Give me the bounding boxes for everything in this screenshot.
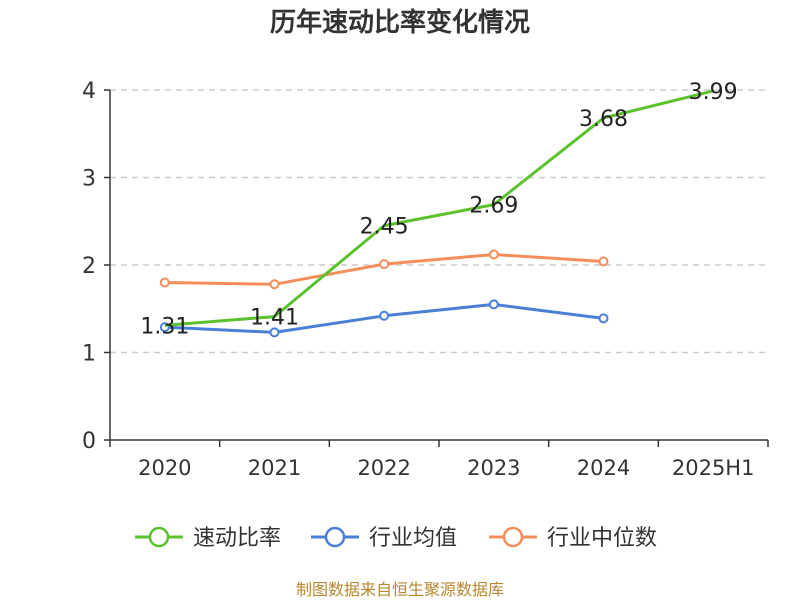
data-label: 2.45	[360, 215, 409, 240]
gridlines	[110, 89, 768, 354]
axes: 0 1 2 3 4 2020 2021 2022 2023 2024 2025H1	[82, 79, 769, 480]
legend-marker	[324, 526, 346, 548]
y-tick-label: 1	[82, 342, 96, 367]
series-line-0	[164, 89, 714, 327]
series-point	[598, 313, 609, 324]
series-point	[269, 279, 280, 290]
data-label: 3.99	[689, 80, 738, 105]
series-point	[379, 259, 390, 270]
series-layer	[159, 89, 714, 338]
data-label: 2.69	[469, 194, 518, 219]
series-point	[488, 299, 499, 310]
data-label: 1.41	[250, 306, 299, 331]
y-tick-label: 3	[82, 167, 96, 192]
series-point	[159, 277, 170, 288]
x-tick-label: 2023	[467, 456, 520, 480]
legend-label: 行业中位数	[547, 526, 657, 551]
legend[interactable]: 速动比率 行业均值 行业中位数	[135, 526, 657, 551]
y-tick-label: 0	[82, 429, 96, 454]
x-tick-label: 2022	[357, 456, 410, 480]
series-point	[269, 327, 280, 338]
x-tick-label: 2020	[138, 456, 191, 480]
legend-label: 速动比率	[193, 526, 281, 551]
data-label: 3.68	[579, 107, 628, 132]
series-line-2	[164, 253, 604, 286]
x-tick-label: 2024	[577, 456, 630, 480]
legend-item-2[interactable]: 行业中位数	[489, 526, 657, 551]
x-tick-label: 2021	[248, 456, 301, 480]
series-point	[488, 249, 499, 260]
data-label: 1.31	[140, 314, 189, 339]
legend-label: 行业均值	[369, 526, 457, 551]
y-tick-label: 4	[82, 79, 96, 104]
legend-item-0[interactable]: 速动比率	[135, 526, 281, 551]
legend-marker	[148, 526, 170, 548]
legend-item-1[interactable]: 行业均值	[311, 526, 457, 551]
data-labels: 1.31 1.41 2.45 2.69 3.68 3.99	[140, 80, 737, 340]
chart-title: 历年速动比率变化情况	[270, 7, 530, 38]
x-tick-label: 2025H1	[672, 456, 755, 480]
series-point	[598, 256, 609, 267]
y-tick-label: 2	[82, 254, 96, 279]
source-note: 制图数据来自恒生聚源数据库	[296, 580, 504, 599]
legend-marker	[502, 526, 524, 548]
series-point	[379, 310, 390, 321]
